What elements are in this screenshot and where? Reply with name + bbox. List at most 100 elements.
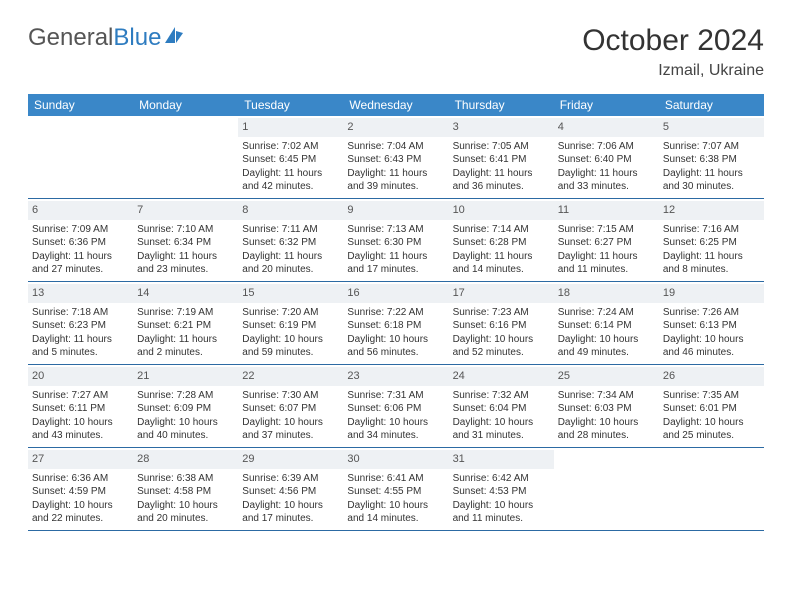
day-number: 23 xyxy=(343,367,448,386)
day-details: Sunrise: 7:30 AMSunset: 6:07 PMDaylight:… xyxy=(242,389,339,443)
day-cell: 24 Sunrise: 7:32 AMSunset: 6:04 PMDayligh… xyxy=(449,365,554,447)
day-cell: 12Sunrise: 7:16 AMSunset: 6:25 PMDayligh… xyxy=(659,199,764,281)
day-cell: 8 Sunrise: 7:11 AMSunset: 6:32 PMDaylight… xyxy=(238,199,343,281)
day-details: Sunrise: 7:05 AMSunset: 6:41 PMDaylight:… xyxy=(453,140,550,194)
day-number: 4 xyxy=(554,118,659,137)
day-cell: 26Sunrise: 7:35 AMSunset: 6:01 PMDayligh… xyxy=(659,365,764,447)
day-number: 25 xyxy=(554,367,659,386)
day-number: 30 xyxy=(343,450,448,469)
day-cell: 15 Sunrise: 7:20 AMSunset: 6:19 PMDayligh… xyxy=(238,282,343,364)
day-details: Sunrise: 7:13 AMSunset: 6:30 PMDaylight:… xyxy=(347,223,444,277)
week-row: 1Sunrise: 7:02 AMSunset: 6:45 PMDaylight… xyxy=(28,116,764,199)
title-block: October 2024 Izmail, Ukraine xyxy=(582,24,764,80)
day-cell: 2 Sunrise: 7:04 AMSunset: 6:43 PMDaylight… xyxy=(343,116,448,198)
day-number: 27 xyxy=(28,450,133,469)
day-number: 13 xyxy=(28,284,133,303)
day-cell: 28 Sunrise: 6:38 AMSunset: 4:58 PMDayligh… xyxy=(133,448,238,530)
day-number: 5 xyxy=(659,118,764,137)
day-number: 1 xyxy=(238,118,343,137)
day-number: 18 xyxy=(554,284,659,303)
day-details: Sunrise: 7:04 AMSunset: 6:43 PMDaylight:… xyxy=(347,140,444,194)
day-details: Sunrise: 7:06 AMSunset: 6:40 PMDaylight:… xyxy=(558,140,655,194)
sail-icon xyxy=(163,24,185,52)
day-number: 20 xyxy=(28,367,133,386)
day-details: Sunrise: 6:42 AMSunset: 4:53 PMDaylight:… xyxy=(453,472,550,526)
day-number: 7 xyxy=(133,201,238,220)
day-number: 3 xyxy=(449,118,554,137)
logo: GeneralBlue xyxy=(28,24,185,52)
logo-text-1: General xyxy=(28,24,113,52)
day-cell: 16Sunrise: 7:22 AMSunset: 6:18 PMDayligh… xyxy=(343,282,448,364)
day-details: Sunrise: 7:18 AMSunset: 6:23 PMDaylight:… xyxy=(32,306,129,360)
day-details: Sunrise: 7:24 AMSunset: 6:14 PMDaylight:… xyxy=(558,306,655,360)
day-details: Sunrise: 7:28 AMSunset: 6:09 PMDaylight:… xyxy=(137,389,234,443)
day-details: Sunrise: 6:41 AMSunset: 4:55 PMDaylight:… xyxy=(347,472,444,526)
day-number: 14 xyxy=(133,284,238,303)
day-cell: 11 Sunrise: 7:15 AMSunset: 6:27 PMDayligh… xyxy=(554,199,659,281)
week-row: 13 Sunrise: 7:18 AMSunset: 6:23 PMDayligh… xyxy=(28,282,764,365)
day-cell: 3 Sunrise: 7:05 AMSunset: 6:41 PMDaylight… xyxy=(449,116,554,198)
day-cell: 7 Sunrise: 7:10 AMSunset: 6:34 PMDaylight… xyxy=(133,199,238,281)
day-cell: 22Sunrise: 7:30 AMSunset: 6:07 PMDayligh… xyxy=(238,365,343,447)
weekday-cell: Wednesday xyxy=(343,94,448,116)
day-number: 10 xyxy=(449,201,554,220)
day-number: 17 xyxy=(449,284,554,303)
day-number: 21 xyxy=(133,367,238,386)
day-details: Sunrise: 6:36 AMSunset: 4:59 PMDaylight:… xyxy=(32,472,129,526)
day-details: Sunrise: 7:32 AMSunset: 6:04 PMDaylight:… xyxy=(453,389,550,443)
day-details: Sunrise: 7:10 AMSunset: 6:34 PMDaylight:… xyxy=(137,223,234,277)
day-details: Sunrise: 7:09 AMSunset: 6:36 PMDaylight:… xyxy=(32,223,129,277)
day-cell: 18 Sunrise: 7:24 AMSunset: 6:14 PMDayligh… xyxy=(554,282,659,364)
day-cell: 5 Sunrise: 7:07 AMSunset: 6:38 PMDaylight… xyxy=(659,116,764,198)
day-details: Sunrise: 7:23 AMSunset: 6:16 PMDaylight:… xyxy=(453,306,550,360)
calendar: SundayMondayTuesdayWednesdayThursdayFrid… xyxy=(28,94,764,531)
day-cell: 14 Sunrise: 7:19 AMSunset: 6:21 PMDayligh… xyxy=(133,282,238,364)
day-cell xyxy=(133,116,238,198)
day-cell: 19 Sunrise: 7:26 AMSunset: 6:13 PMDayligh… xyxy=(659,282,764,364)
day-cell: 23 Sunrise: 7:31 AMSunset: 6:06 PMDayligh… xyxy=(343,365,448,447)
day-cell: 21 Sunrise: 7:28 AMSunset: 6:09 PMDayligh… xyxy=(133,365,238,447)
day-details: Sunrise: 6:38 AMSunset: 4:58 PMDaylight:… xyxy=(137,472,234,526)
day-details: Sunrise: 7:19 AMSunset: 6:21 PMDaylight:… xyxy=(137,306,234,360)
day-cell: 29Sunrise: 6:39 AMSunset: 4:56 PMDayligh… xyxy=(238,448,343,530)
logo-text-2: Blue xyxy=(113,24,161,52)
week-row: 20 Sunrise: 7:27 AMSunset: 6:11 PMDayligh… xyxy=(28,365,764,448)
header: GeneralBlue October 2024 Izmail, Ukraine xyxy=(28,24,764,80)
day-number: 16 xyxy=(343,284,448,303)
day-details: Sunrise: 7:31 AMSunset: 6:06 PMDaylight:… xyxy=(347,389,444,443)
day-details: Sunrise: 7:15 AMSunset: 6:27 PMDaylight:… xyxy=(558,223,655,277)
day-cell xyxy=(659,448,764,530)
calendar-page: GeneralBlue October 2024 Izmail, Ukraine… xyxy=(0,0,792,551)
day-details: Sunrise: 7:11 AMSunset: 6:32 PMDaylight:… xyxy=(242,223,339,277)
day-details: Sunrise: 7:27 AMSunset: 6:11 PMDaylight:… xyxy=(32,389,129,443)
day-number: 6 xyxy=(28,201,133,220)
day-number: 15 xyxy=(238,284,343,303)
location: Izmail, Ukraine xyxy=(582,62,764,80)
day-details: Sunrise: 7:26 AMSunset: 6:13 PMDaylight:… xyxy=(663,306,760,360)
day-cell: 30 Sunrise: 6:41 AMSunset: 4:55 PMDayligh… xyxy=(343,448,448,530)
day-cell: 1Sunrise: 7:02 AMSunset: 6:45 PMDaylight… xyxy=(238,116,343,198)
day-cell xyxy=(28,116,133,198)
day-number: 29 xyxy=(238,450,343,469)
weeks-container: 1Sunrise: 7:02 AMSunset: 6:45 PMDaylight… xyxy=(28,116,764,531)
day-cell: 20 Sunrise: 7:27 AMSunset: 6:11 PMDayligh… xyxy=(28,365,133,447)
day-number: 11 xyxy=(554,201,659,220)
day-cell: 17 Sunrise: 7:23 AMSunset: 6:16 PMDayligh… xyxy=(449,282,554,364)
day-number: 19 xyxy=(659,284,764,303)
day-number: 31 xyxy=(449,450,554,469)
day-cell: 9Sunrise: 7:13 AMSunset: 6:30 PMDaylight… xyxy=(343,199,448,281)
weekday-cell: Thursday xyxy=(449,94,554,116)
day-details: Sunrise: 7:35 AMSunset: 6:01 PMDaylight:… xyxy=(663,389,760,443)
day-number: 24 xyxy=(449,367,554,386)
day-details: Sunrise: 7:14 AMSunset: 6:28 PMDaylight:… xyxy=(453,223,550,277)
weekday-cell: Monday xyxy=(133,94,238,116)
day-details: Sunrise: 7:07 AMSunset: 6:38 PMDaylight:… xyxy=(663,140,760,194)
day-number: 2 xyxy=(343,118,448,137)
day-cell: 25Sunrise: 7:34 AMSunset: 6:03 PMDayligh… xyxy=(554,365,659,447)
day-details: Sunrise: 7:16 AMSunset: 6:25 PMDaylight:… xyxy=(663,223,760,277)
weekday-cell: Friday xyxy=(554,94,659,116)
day-number: 28 xyxy=(133,450,238,469)
day-cell: 4 Sunrise: 7:06 AMSunset: 6:40 PMDaylight… xyxy=(554,116,659,198)
day-details: Sunrise: 7:20 AMSunset: 6:19 PMDaylight:… xyxy=(242,306,339,360)
day-number: 8 xyxy=(238,201,343,220)
